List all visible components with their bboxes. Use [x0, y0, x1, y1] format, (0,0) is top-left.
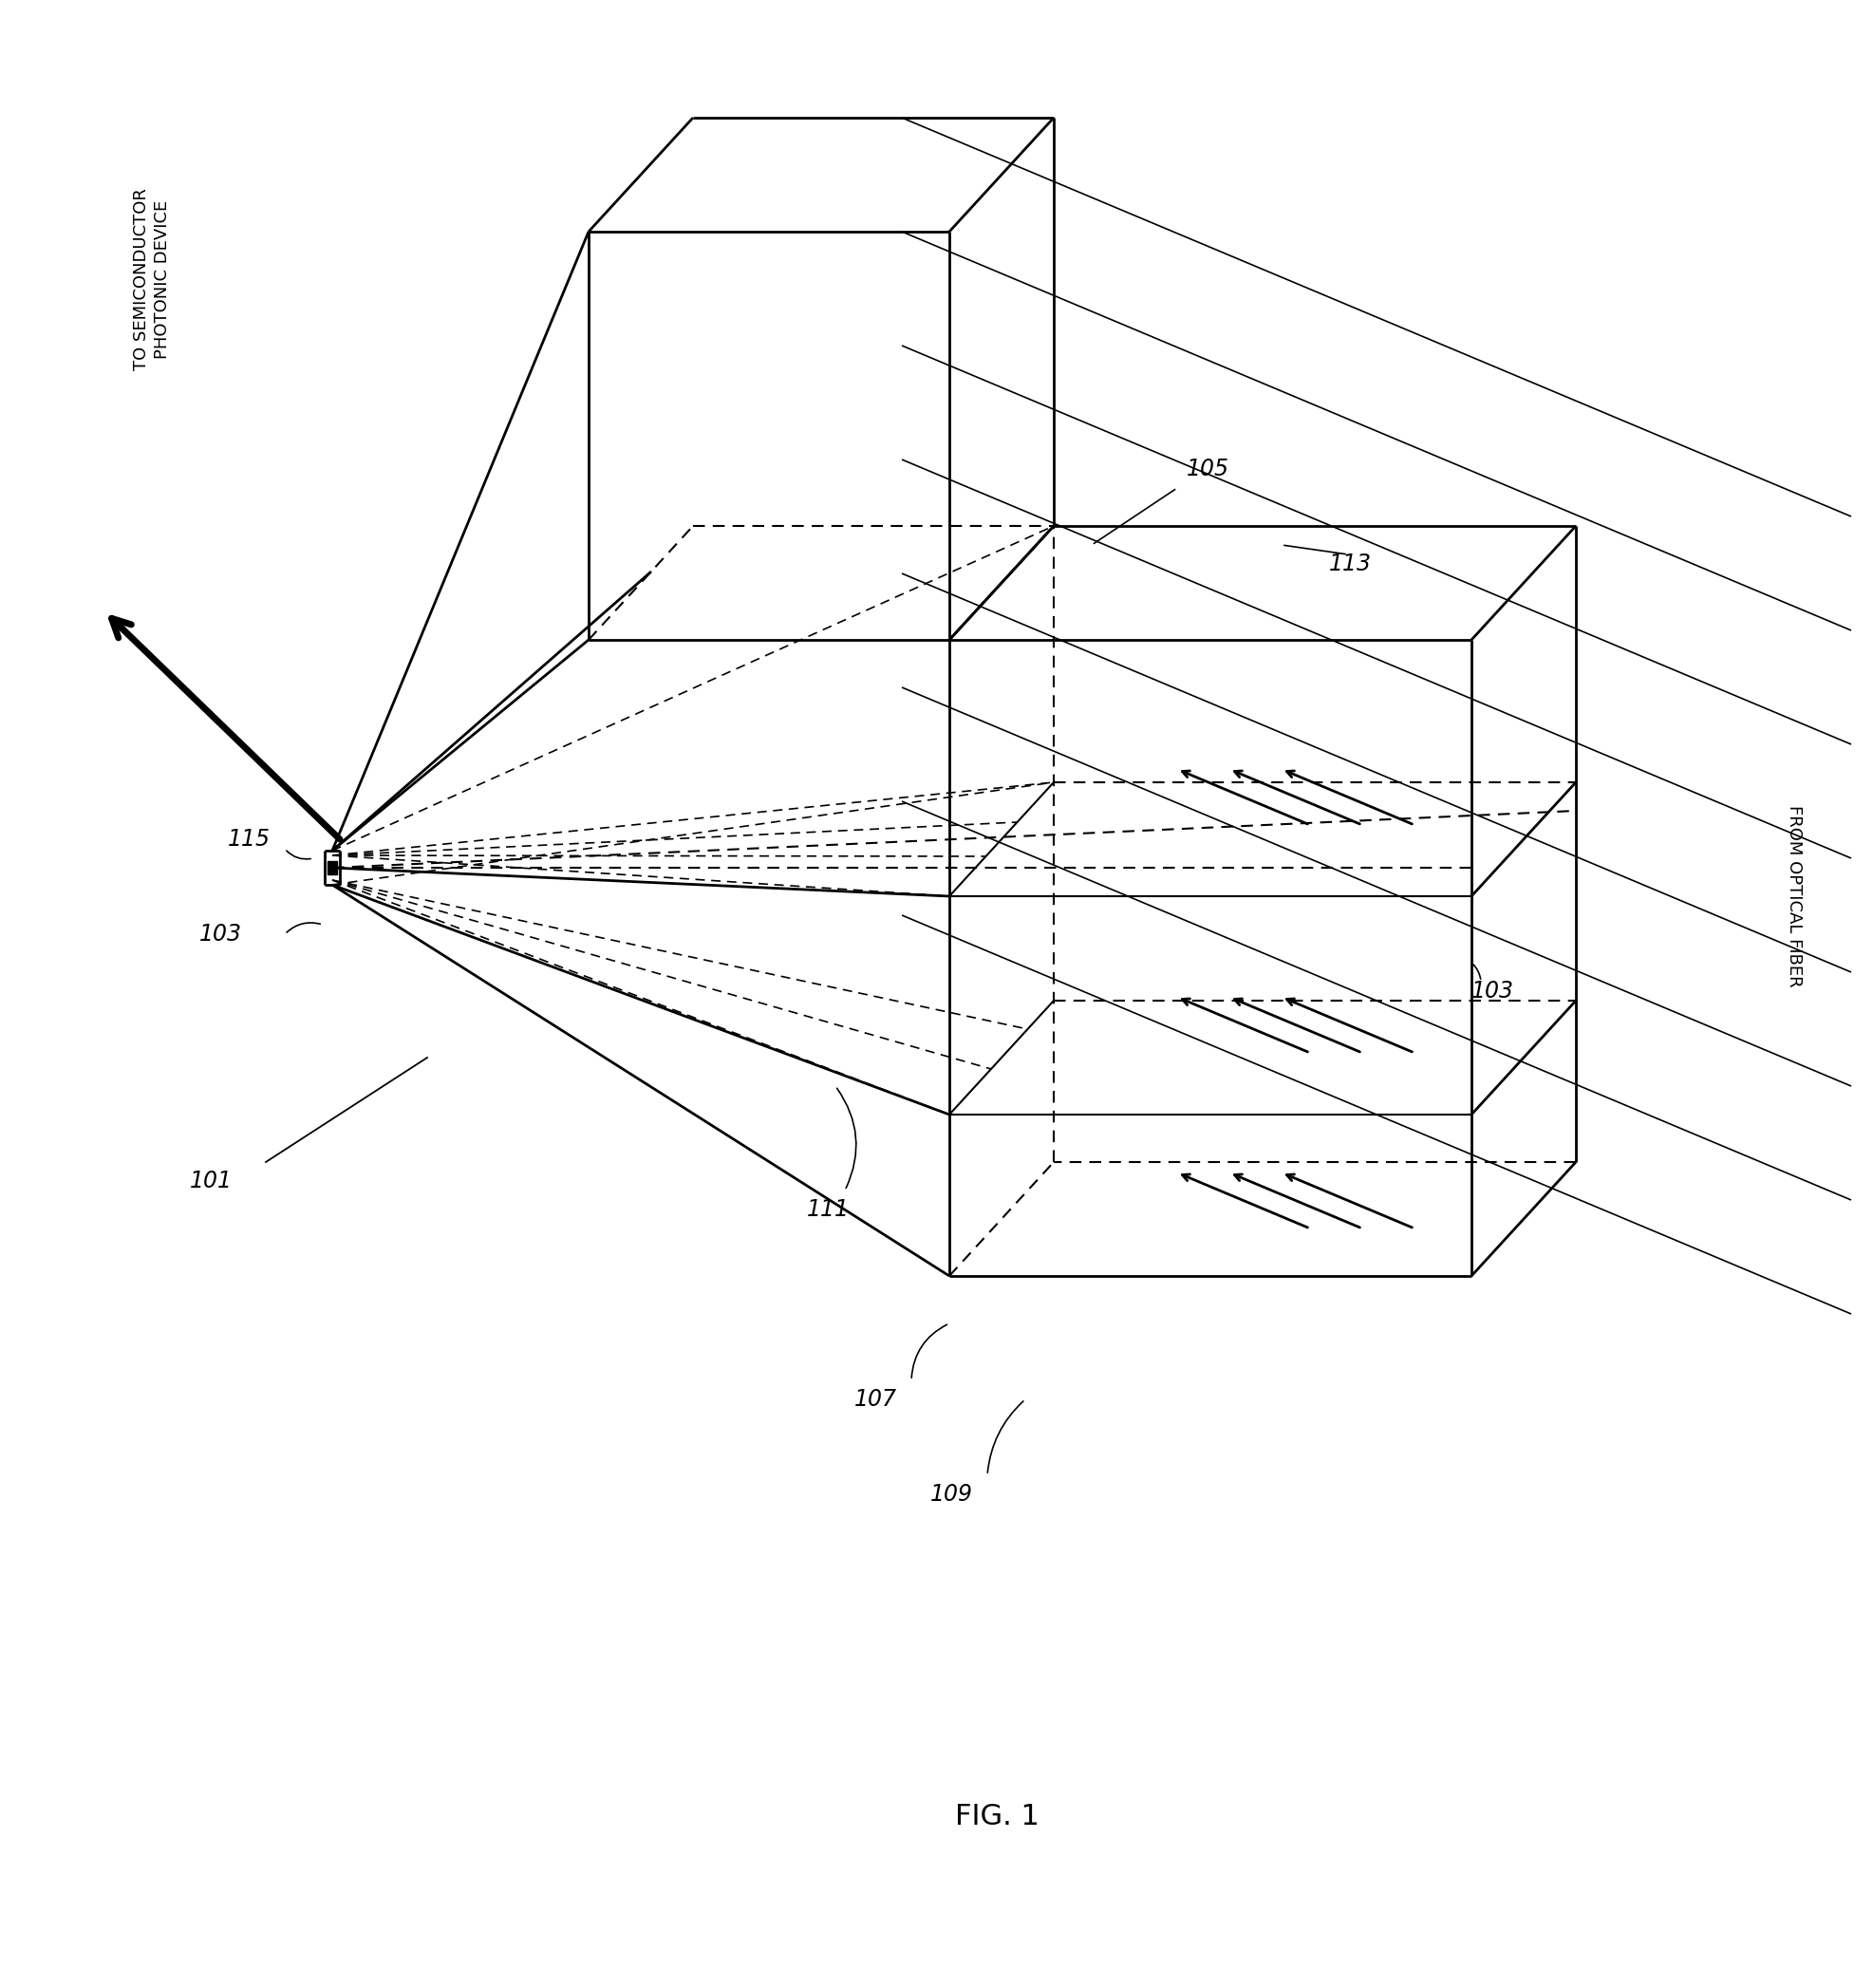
Text: 107: 107 [854, 1388, 897, 1411]
Text: TO SEMICONDUCTOR
PHOTONIC DEVICE: TO SEMICONDUCTOR PHOTONIC DEVICE [133, 189, 170, 370]
Text: 103: 103 [1472, 980, 1513, 1002]
Text: 105: 105 [1187, 457, 1229, 481]
Text: FROM OPTICAL FIBER: FROM OPTICAL FIBER [1785, 805, 1802, 988]
Text: 113: 113 [1330, 553, 1371, 575]
Text: 115: 115 [229, 827, 270, 851]
Text: 101: 101 [189, 1169, 232, 1193]
Text: 103: 103 [199, 922, 242, 946]
Text: 111: 111 [807, 1199, 850, 1221]
Text: FIG. 1: FIG. 1 [955, 1803, 1040, 1831]
Text: 109: 109 [931, 1483, 974, 1505]
